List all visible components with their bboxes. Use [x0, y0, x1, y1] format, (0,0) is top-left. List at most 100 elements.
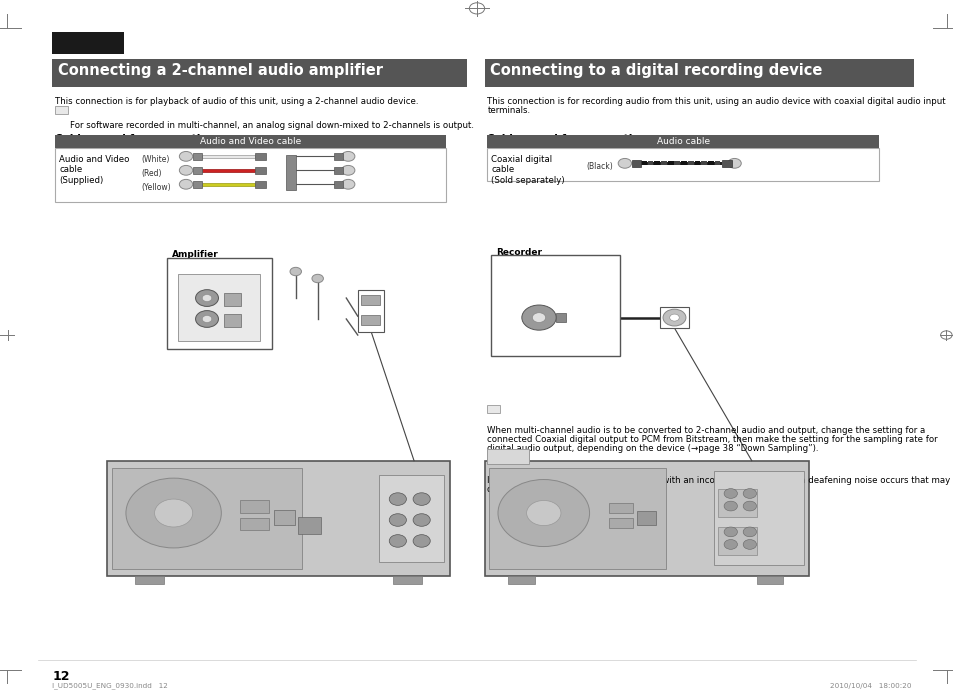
- Bar: [484, 59, 913, 87]
- Text: Audio cable: Audio cable: [656, 138, 709, 146]
- Circle shape: [389, 514, 406, 526]
- Bar: [167, 258, 272, 349]
- Text: For software recorded in multi-channel, an analog signal down-mixed to 2-channel: For software recorded in multi-channel, …: [70, 121, 473, 131]
- Bar: [608, 518, 632, 528]
- Bar: [667, 161, 673, 165]
- Bar: [378, 475, 443, 562]
- Text: When multi-channel audio is to be converted to 2-channel audio and output, chang: When multi-channel audio is to be conver…: [487, 426, 924, 435]
- Circle shape: [526, 500, 560, 526]
- Circle shape: [290, 267, 301, 276]
- Circle shape: [742, 501, 756, 511]
- Bar: [687, 161, 693, 165]
- Text: Connecting to a digital recording device: Connecting to a digital recording device: [490, 63, 821, 77]
- Circle shape: [532, 313, 545, 322]
- Bar: [360, 295, 379, 305]
- Bar: [487, 135, 878, 148]
- Bar: [640, 162, 721, 165]
- Bar: [491, 255, 619, 356]
- Bar: [487, 449, 529, 464]
- Circle shape: [669, 314, 679, 321]
- Text: (Black): (Black): [586, 162, 613, 171]
- Circle shape: [154, 499, 193, 527]
- Bar: [286, 155, 295, 190]
- Text: Cables used for connections.: Cables used for connections.: [487, 134, 657, 144]
- Text: (Red): (Red): [141, 169, 161, 178]
- Bar: [193, 181, 202, 188]
- Circle shape: [662, 309, 685, 326]
- Circle shape: [126, 478, 221, 548]
- Bar: [718, 527, 756, 555]
- Bar: [608, 503, 632, 513]
- Bar: [107, 461, 450, 576]
- Text: R: R: [179, 321, 185, 330]
- Text: This connection is for playback of audio of this unit, using a 2-channel audio d: This connection is for playback of audio…: [55, 97, 418, 106]
- Text: AUDIO: AUDIO: [188, 278, 206, 283]
- Text: IN: IN: [519, 283, 525, 288]
- Bar: [508, 576, 535, 584]
- Text: COAXIAL: COAXIAL: [512, 274, 536, 279]
- Circle shape: [497, 480, 589, 547]
- Bar: [357, 290, 384, 332]
- Bar: [637, 511, 656, 525]
- Circle shape: [389, 493, 406, 505]
- Text: L: L: [179, 300, 184, 309]
- Text: R: R: [360, 312, 364, 317]
- Circle shape: [202, 295, 212, 302]
- Bar: [707, 161, 713, 165]
- Bar: [202, 169, 254, 172]
- Text: — AUDIO —: — AUDIO —: [176, 264, 213, 269]
- Bar: [193, 153, 202, 160]
- Text: Cables used for connections.: Cables used for connections.: [55, 134, 225, 144]
- Circle shape: [195, 290, 218, 306]
- Text: Amplifier: Amplifier: [172, 250, 218, 259]
- Circle shape: [202, 315, 212, 322]
- Circle shape: [723, 540, 737, 549]
- Text: cable: cable: [491, 165, 514, 174]
- Bar: [274, 510, 294, 525]
- Circle shape: [723, 527, 737, 537]
- Text: connected Coaxial digital output to PCM from Bitstream, then make the setting fo: connected Coaxial digital output to PCM …: [487, 435, 937, 444]
- Circle shape: [389, 535, 406, 547]
- Bar: [112, 468, 302, 569]
- Text: COAX: COAX: [661, 311, 675, 315]
- Text: BD: BD: [496, 558, 508, 567]
- Bar: [556, 313, 565, 322]
- Bar: [631, 160, 640, 167]
- Circle shape: [521, 305, 556, 330]
- Text: I_UD5005U_ENG_0930.indd   12: I_UD5005U_ENG_0930.indd 12: [52, 683, 168, 690]
- Bar: [55, 135, 446, 148]
- Circle shape: [179, 151, 193, 161]
- Bar: [694, 161, 700, 165]
- Bar: [721, 160, 731, 167]
- Text: cable: cable: [59, 165, 82, 174]
- Circle shape: [742, 489, 756, 498]
- Bar: [680, 161, 686, 165]
- Text: (White): (White): [141, 155, 170, 164]
- Text: digital audio output, depending on the device (→page 38 “Down Sampling”).: digital audio output, depending on the d…: [487, 444, 818, 453]
- Bar: [660, 161, 666, 165]
- Text: If you play back BD/DVD or other media with an incorrect configuration, a deafen: If you play back BD/DVD or other media w…: [487, 476, 950, 485]
- Bar: [297, 517, 321, 534]
- Circle shape: [413, 535, 430, 547]
- Bar: [674, 161, 679, 165]
- Text: BD: BD: [118, 558, 131, 567]
- Circle shape: [341, 179, 355, 189]
- Circle shape: [341, 151, 355, 161]
- Text: damage your speakers.: damage your speakers.: [487, 485, 588, 494]
- Bar: [193, 167, 202, 174]
- Circle shape: [195, 311, 218, 327]
- Text: Coaxial digital: Coaxial digital: [491, 155, 552, 164]
- Bar: [713, 471, 803, 565]
- Text: 2010/10/04   18:00:20: 2010/10/04 18:00:20: [829, 683, 910, 689]
- Bar: [700, 161, 706, 165]
- Bar: [55, 106, 68, 114]
- Circle shape: [312, 274, 323, 283]
- Circle shape: [742, 527, 756, 537]
- Bar: [334, 167, 343, 174]
- Text: Connecting a 2-channel audio amplifier: Connecting a 2-channel audio amplifier: [58, 63, 383, 77]
- Bar: [647, 161, 653, 165]
- Circle shape: [179, 179, 193, 189]
- Circle shape: [413, 514, 430, 526]
- Text: L: L: [360, 291, 363, 296]
- Bar: [254, 181, 266, 188]
